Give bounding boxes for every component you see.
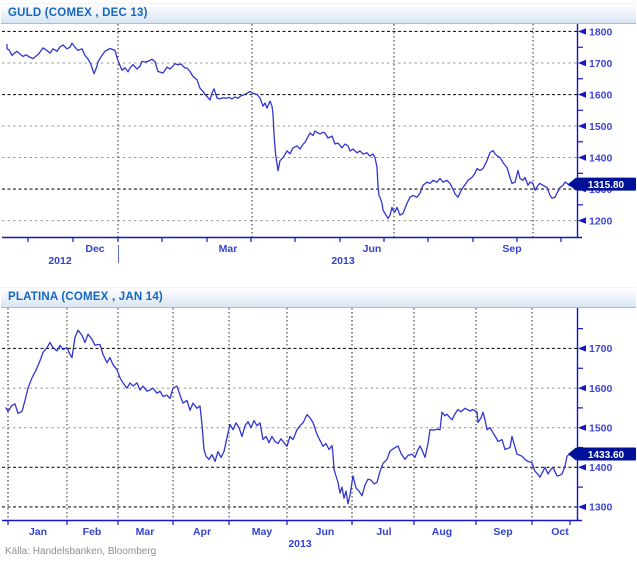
svg-text:1700: 1700: [589, 58, 613, 70]
last-price-value: 1315.80: [588, 180, 625, 191]
svg-text:1700: 1700: [589, 343, 613, 355]
svg-text:1200: 1200: [589, 215, 613, 227]
platinum-price-line: [5, 329, 571, 505]
svg-text:1800: 1800: [589, 26, 613, 38]
month-label: Oct: [551, 526, 569, 538]
svg-text:1400: 1400: [589, 462, 613, 474]
svg-text:1500: 1500: [589, 121, 613, 133]
month-label: Sep: [502, 243, 521, 255]
price-tag-arrow-icon: [568, 177, 576, 191]
platinum-horizontal-gridlines: [2, 347, 577, 508]
gold-chart: 1800170016001500140013001200DecMarJunSep…: [2, 24, 636, 267]
platinum-last-price-tag: 1433.60: [568, 447, 636, 461]
month-label: Sep: [493, 526, 512, 538]
tick-arrow-icon: [578, 345, 586, 352]
month-label: Feb: [83, 526, 102, 538]
month-label: Mar: [219, 243, 238, 255]
tick-arrow-icon: [578, 464, 586, 471]
year-label: 2013: [331, 255, 355, 267]
year-label: 2013: [288, 538, 312, 550]
tick-arrow-icon: [578, 91, 586, 98]
gold-x-axis-labels: Dec Mar Jun Sep 2012 2013: [27, 238, 562, 267]
tick-arrow-icon: [578, 384, 586, 392]
svg-text:1500: 1500: [589, 422, 613, 434]
tick-arrow-icon: [578, 154, 586, 161]
year-label: 2012: [48, 255, 72, 267]
platinum-chart: 1700 1600 1500 1400 1300 Jan Feb Mar Apr May Jun Ju…: [2, 308, 636, 550]
gold-vertical-gridlines: [117, 24, 534, 237]
gold-last-price-tag: 1315.80: [568, 177, 636, 191]
tick-arrow-icon: [578, 217, 586, 224]
gold-price-line: [6, 42, 576, 220]
tick-arrow-icon: [578, 122, 586, 130]
month-label: Mar: [136, 526, 155, 538]
month-label: May: [252, 526, 273, 538]
tick-arrow-icon: [578, 503, 586, 511]
gold-chart-title: GULD (COMEX , DEC 13): [8, 7, 148, 19]
last-price-value: 1433.60: [588, 450, 625, 461]
tick-arrow-icon: [578, 59, 586, 67]
platinum-chart-title: PLATINA (COMEX , JAN 14): [8, 291, 163, 303]
tick-arrow-icon: [578, 424, 586, 431]
month-label: Jun: [363, 243, 382, 255]
price-tag-arrow-icon: [568, 447, 576, 461]
svg-text:1300: 1300: [589, 502, 613, 514]
svg-text:1400: 1400: [589, 152, 613, 164]
month-label: Jan: [29, 526, 47, 538]
svg-text:1600: 1600: [589, 89, 613, 101]
platinum-x-axis-labels: Jan Feb Mar Apr May Jun Jul Aug Sep Oct 2013: [7, 521, 571, 550]
platinum-chart-header: PLATINA (COMEX , JAN 14): [1, 287, 636, 308]
gold-y-axis-labels: 1800170016001500140013001200: [578, 26, 613, 227]
source-note: Källa: Handelsbanken, Bloomberg: [5, 546, 157, 557]
svg-text:1600: 1600: [589, 383, 613, 395]
tick-arrow-icon: [578, 28, 586, 35]
month-label: Jul: [376, 526, 391, 538]
platinum-y-axis-labels: 1700 1600 1500 1400 1300: [578, 328, 613, 514]
gold-horizontal-gridlines: [2, 30, 577, 222]
month-label: Apr: [193, 526, 211, 538]
month-label: Dec: [85, 243, 104, 255]
month-label: Aug: [432, 526, 452, 538]
gold-chart-header: GULD (COMEX , DEC 13): [1, 3, 636, 24]
month-label: Jun: [316, 526, 335, 538]
